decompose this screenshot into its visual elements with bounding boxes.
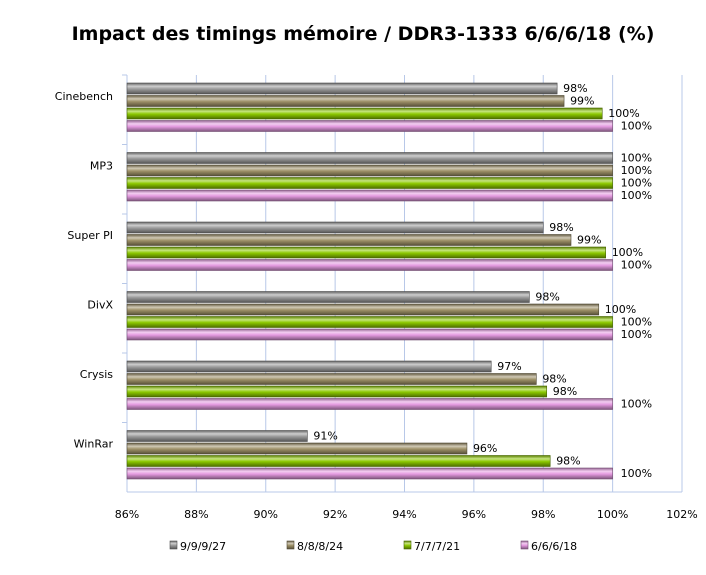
- bar-9/9/9/27: [126, 152, 613, 164]
- legend-swatch: [520, 540, 529, 550]
- bar-8/8/8/24: [126, 373, 537, 385]
- bar-6/6/6/18: [126, 259, 613, 271]
- bar-6/6/6/18: [126, 398, 613, 410]
- bar-8/8/8/24: [126, 95, 565, 107]
- data-label: 99%: [577, 234, 601, 247]
- data-label: 100%: [621, 189, 652, 202]
- bar-8/8/8/24: [126, 303, 600, 316]
- bar-9/9/9/27: [126, 430, 308, 442]
- bar-8/8/8/24: [126, 234, 572, 246]
- category-label: Super PI: [67, 229, 113, 242]
- bar-9/9/9/27: [126, 82, 558, 95]
- data-label: 91%: [313, 430, 337, 443]
- category-label: Crysis: [80, 368, 114, 381]
- legend-swatch: [169, 540, 178, 550]
- data-label: 98%: [556, 455, 580, 468]
- x-tick-label: 92%: [323, 508, 347, 521]
- data-label: 98%: [563, 82, 587, 95]
- data-label: 98%: [549, 221, 573, 234]
- bar-6/6/6/18: [126, 328, 613, 341]
- x-tick-label: 88%: [184, 508, 208, 521]
- bar-7/7/7/21: [126, 385, 548, 398]
- legend-swatch: [403, 540, 412, 550]
- data-label: 100%: [621, 467, 652, 480]
- legend-label: 8/8/8/24: [297, 540, 343, 553]
- data-label: 100%: [621, 152, 652, 165]
- bar-6/6/6/18: [126, 467, 613, 480]
- x-tick-label: 96%: [462, 508, 486, 521]
- chart-title: Impact des timings mémoire / DDR3-1333 6…: [72, 23, 655, 45]
- bar-9/9/9/27: [126, 360, 492, 373]
- data-label: 96%: [473, 442, 497, 455]
- legend-label: 7/7/7/21: [414, 540, 460, 553]
- data-label: 100%: [621, 316, 652, 329]
- bar-7/7/7/21: [126, 246, 606, 259]
- category-label: MP3: [90, 159, 113, 172]
- category-label: DivX: [87, 298, 113, 311]
- bar-6/6/6/18: [126, 189, 613, 202]
- data-label: 100%: [621, 120, 652, 133]
- category-label: Cinebench: [55, 90, 113, 103]
- bar-7/7/7/21: [126, 316, 613, 328]
- bar-8/8/8/24: [126, 164, 613, 177]
- bar-8/8/8/24: [126, 442, 468, 455]
- bar-7/7/7/21: [126, 455, 551, 467]
- data-label: 100%: [621, 164, 652, 177]
- data-label: 97%: [497, 360, 521, 373]
- bar-9/9/9/27: [126, 291, 530, 303]
- bar-9/9/9/27: [126, 221, 544, 234]
- bar-7/7/7/21: [126, 177, 613, 189]
- x-tick-label: 90%: [254, 508, 278, 521]
- legend-swatch: [286, 540, 295, 550]
- x-tick-label: 98%: [531, 508, 555, 521]
- bar-6/6/6/18: [126, 120, 613, 132]
- legend-label: 9/9/9/27: [180, 540, 226, 553]
- data-label: 100%: [621, 328, 652, 341]
- data-label: 100%: [621, 259, 652, 272]
- data-label: 100%: [612, 246, 643, 259]
- data-label: 100%: [605, 303, 636, 316]
- data-label: 99%: [570, 95, 594, 108]
- x-tick-label: 102%: [666, 508, 697, 521]
- bar-7/7/7/21: [126, 107, 603, 120]
- data-label: 98%: [542, 373, 566, 386]
- x-tick-label: 100%: [597, 508, 628, 521]
- data-label: 98%: [535, 291, 559, 304]
- x-tick-label: 94%: [392, 508, 416, 521]
- data-label: 100%: [621, 398, 652, 411]
- legend-label: 6/6/6/18: [531, 540, 577, 553]
- category-label: WinRar: [74, 437, 114, 450]
- x-tick-label: 86%: [115, 508, 139, 521]
- data-label: 98%: [553, 385, 577, 398]
- data-label: 100%: [608, 107, 639, 120]
- data-label: 100%: [621, 177, 652, 190]
